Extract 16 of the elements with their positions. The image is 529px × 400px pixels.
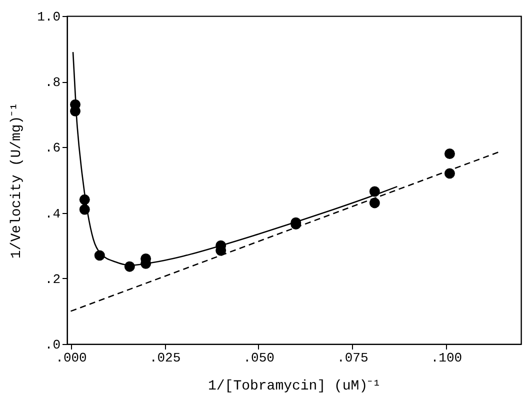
y-tick-label: .8 xyxy=(44,75,60,90)
x-tick-label: .000 xyxy=(56,350,87,366)
y-tick-label: .4 xyxy=(44,206,61,222)
x-tick-label: .075 xyxy=(337,350,368,366)
x-axis-title: 1/[Tobramycin] (uM)⁻¹ xyxy=(208,378,382,394)
y-axis-title: 1/Velocity (U/mg)⁻¹ xyxy=(9,102,26,259)
y-tick-label: 1.0 xyxy=(37,10,60,24)
x-tick-label: .025 xyxy=(149,350,181,366)
point xyxy=(444,168,455,179)
point xyxy=(444,148,455,159)
y-tick-label: .2 xyxy=(44,272,60,287)
point xyxy=(369,198,380,208)
x-tick-label: .050 xyxy=(243,350,274,366)
x-tick-label: .100 xyxy=(430,350,462,366)
y-tick-label: .0 xyxy=(44,338,60,352)
y-tick-label: .6 xyxy=(44,140,60,156)
